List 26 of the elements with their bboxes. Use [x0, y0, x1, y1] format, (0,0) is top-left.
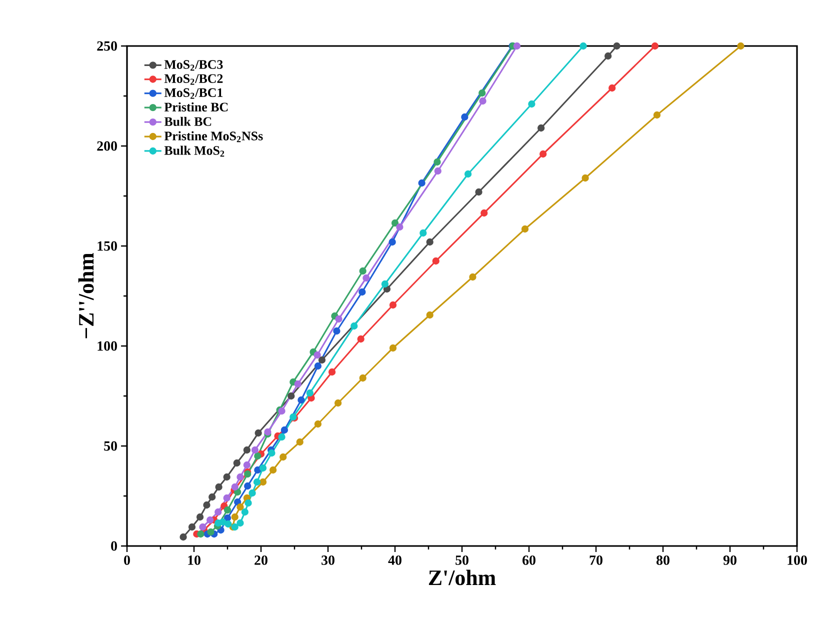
x-tick-label: 40	[388, 555, 402, 565]
y-tick-label: 150	[98, 241, 117, 251]
legend-label: Bulk BC	[164, 116, 212, 126]
x-tick-label: 50	[456, 555, 468, 565]
y-tick-label: 250	[97, 41, 117, 51]
y-tick-label: 50	[104, 441, 117, 451]
legend-label: Bulk MoS$_{2}$	[164, 146, 224, 157]
x-tick-label: 60	[522, 555, 536, 565]
y-tick-label: 0	[111, 541, 117, 551]
x-axis-title: Z'/ohm	[428, 570, 496, 586]
x-tick-label: 20	[254, 555, 268, 565]
legend-label: MoS$_{2}$/BC3	[164, 60, 223, 71]
y-tick-label: 200	[97, 141, 117, 151]
legend-label: Pristine MoS$_{2}$NSs	[164, 131, 263, 142]
x-tick-label: 70	[590, 555, 602, 565]
x-tick-label: 90	[723, 555, 736, 565]
x-tick-label: 10	[188, 555, 200, 565]
x-tick-label: 80	[656, 555, 670, 565]
legend-label: MoS$_{2}$/BC2	[164, 74, 223, 85]
x-tick-label: 0	[124, 555, 130, 565]
legend-label: MoS$_{2}$/BC1	[164, 88, 223, 99]
x-tick-label: 30	[322, 555, 334, 565]
legend-label: Pristine BC	[164, 102, 228, 112]
y-tick-label: 100	[98, 341, 117, 351]
x-tick-label: 100	[788, 555, 807, 565]
y-axis-title: −Z''/ohm	[78, 252, 94, 338]
